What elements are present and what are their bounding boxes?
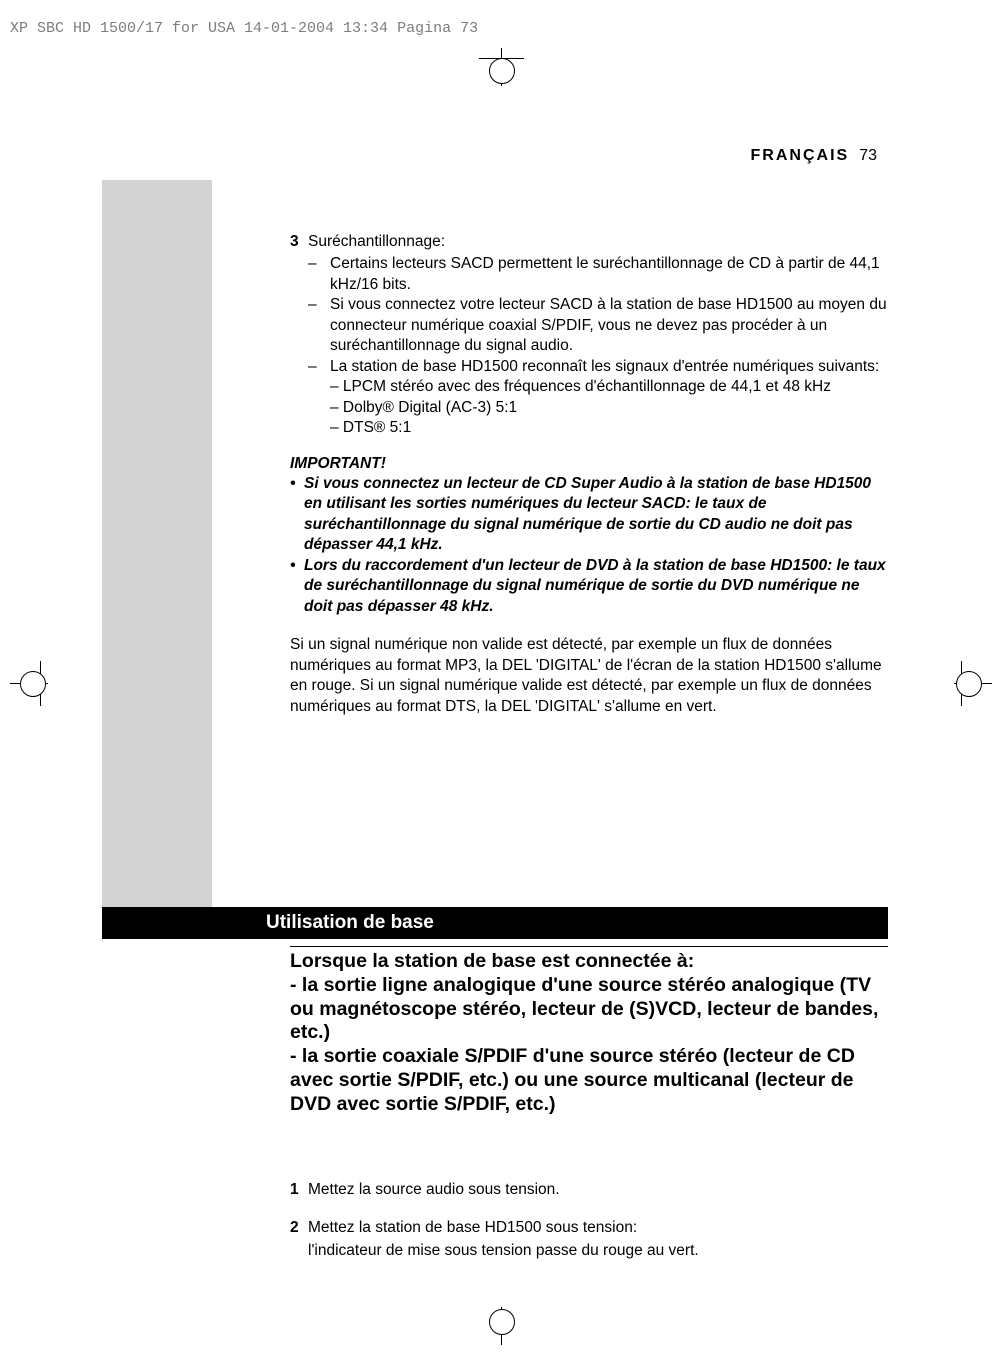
sub-text: La station de base HD1500 reconnaît les … bbox=[330, 357, 890, 377]
sidebar-block bbox=[102, 180, 212, 910]
print-header: XP SBC HD 1500/17 for USA 14-01-2004 13:… bbox=[10, 20, 478, 37]
section-heading-bar: Utilisation de base bbox=[102, 907, 888, 939]
registration-mark-right bbox=[956, 671, 982, 697]
step-2-sub: l'indicateur de mise sous tension passe … bbox=[308, 1241, 890, 1261]
step-2: 2 Mettez la station de base HD1500 sous … bbox=[290, 1218, 890, 1238]
item-title: Suréchantillonnage: bbox=[308, 232, 445, 252]
page-header: FRANÇAIS 73 bbox=[751, 147, 877, 165]
connection-description: Lorsque la station de base est connectée… bbox=[290, 950, 890, 1116]
important-heading: IMPORTANT! bbox=[290, 454, 890, 474]
body-content: 3 Suréchantillonnage: –Certains lecteurs… bbox=[290, 232, 890, 717]
step-number: 1 bbox=[290, 1180, 308, 1200]
registration-mark-left bbox=[20, 671, 46, 697]
subsub-item: – LPCM stéréo avec des fréquences d'écha… bbox=[330, 377, 890, 397]
step-number: 2 bbox=[290, 1218, 308, 1238]
paragraph: Si un signal numérique non valide est dé… bbox=[290, 635, 890, 717]
item-number: 3 bbox=[290, 232, 308, 252]
registration-mark-top bbox=[489, 58, 515, 84]
sub-text: Si vous connectez votre lecteur SACD à l… bbox=[330, 295, 890, 356]
sub-item: –Certains lecteurs SACD permettent le su… bbox=[308, 254, 890, 295]
important-bullet: •Si vous connectez un lecteur de CD Supe… bbox=[290, 474, 890, 556]
step-1: 1 Mettez la source audio sous tension. bbox=[290, 1180, 890, 1200]
language-label: FRANÇAIS bbox=[751, 147, 850, 164]
bullet-text: Lors du raccordement d'un lecteur de DVD… bbox=[304, 556, 890, 617]
sub-item: –La station de base HD1500 reconnaît les… bbox=[308, 357, 890, 377]
sub-text: Certains lecteurs SACD permettent le sur… bbox=[330, 254, 890, 295]
step-text: Mettez la source audio sous tension. bbox=[308, 1180, 560, 1200]
bullet-text: Si vous connectez un lecteur de CD Super… bbox=[304, 474, 890, 556]
divider-line bbox=[290, 946, 888, 947]
steps-block: 1 Mettez la source audio sous tension. 2… bbox=[290, 1180, 890, 1261]
subsub-item: – Dolby® Digital (AC-3) 5:1 bbox=[330, 398, 890, 418]
step-text: Mettez la station de base HD1500 sous te… bbox=[308, 1218, 637, 1238]
list-item-3: 3 Suréchantillonnage: bbox=[290, 232, 890, 252]
subsub-item: – DTS® 5:1 bbox=[330, 418, 890, 438]
page-number: 73 bbox=[859, 147, 877, 164]
sub-item: –Si vous connectez votre lecteur SACD à … bbox=[308, 295, 890, 356]
registration-mark-bottom bbox=[489, 1309, 515, 1335]
important-bullet: •Lors du raccordement d'un lecteur de DV… bbox=[290, 556, 890, 617]
